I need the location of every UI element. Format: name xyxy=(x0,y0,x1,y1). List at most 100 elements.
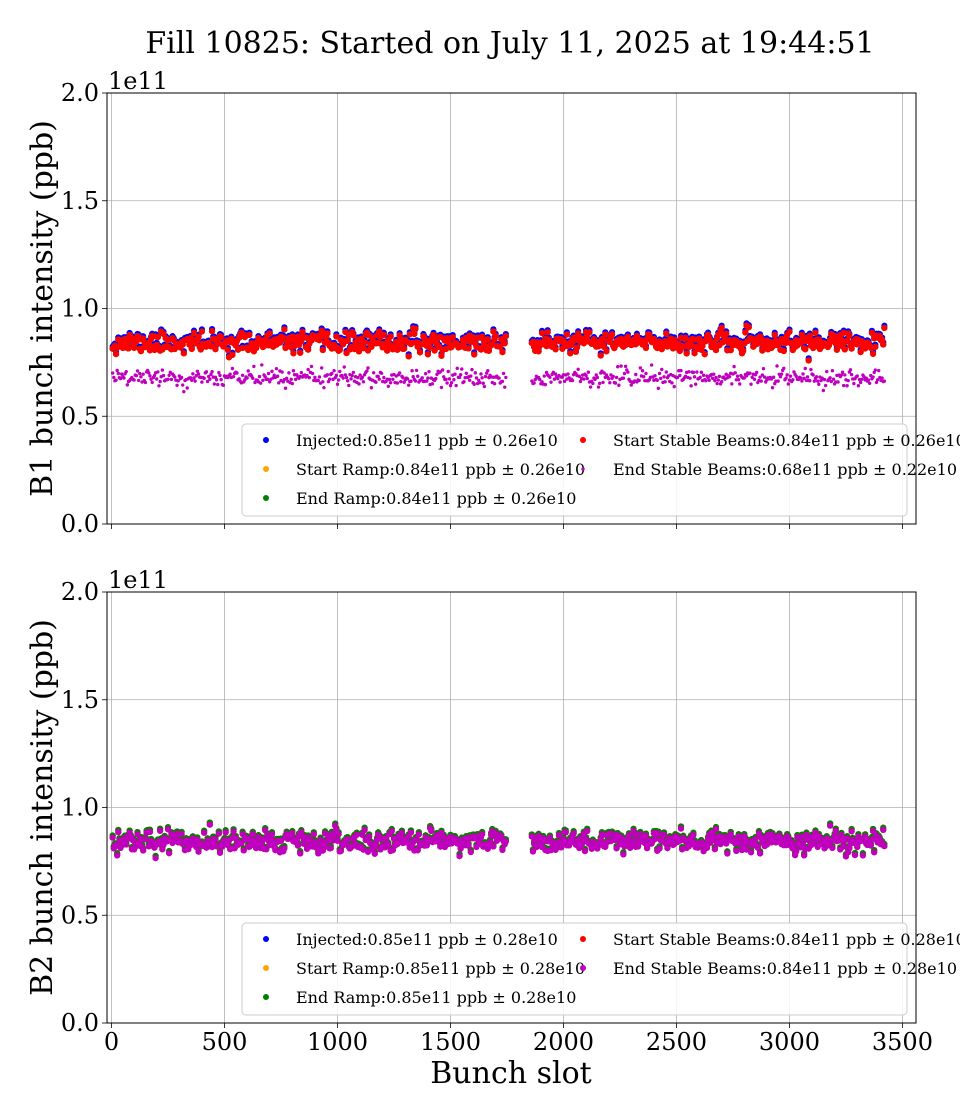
end-stable-point xyxy=(814,375,819,379)
start-stable-point xyxy=(266,330,273,337)
end-stable-point xyxy=(410,369,414,373)
end-stable-point xyxy=(732,364,736,369)
end-stable-point xyxy=(366,366,370,370)
end-stable-point xyxy=(730,382,734,386)
end-stable-point xyxy=(185,386,189,390)
start-stable-point xyxy=(412,325,419,332)
end-stable-point xyxy=(664,370,668,374)
end-stable-point xyxy=(688,376,692,380)
end-stable-point xyxy=(270,369,274,374)
end-stable-point xyxy=(849,372,854,377)
end-stable-point xyxy=(591,381,595,386)
end-stable-point xyxy=(310,371,315,376)
legend-marker xyxy=(581,467,585,471)
end-stable-point xyxy=(449,381,454,385)
x-tick-label: 1500 xyxy=(420,1028,481,1056)
end-stable-point xyxy=(405,377,410,381)
start-stable-point xyxy=(405,353,412,360)
start-stable-point xyxy=(740,347,747,354)
end-stable-point xyxy=(803,366,807,371)
end-stable-point xyxy=(388,381,393,385)
end-stable-point xyxy=(332,368,336,373)
end-stable-point xyxy=(867,381,872,386)
end-stable-point xyxy=(791,378,795,382)
end-stable-point xyxy=(458,373,463,377)
end-stable-point xyxy=(469,374,473,378)
end-stable-point xyxy=(116,371,121,376)
start-stable-point xyxy=(361,339,368,346)
end-stable-point xyxy=(221,383,226,387)
end-stable-point xyxy=(155,377,159,381)
end-stable-point xyxy=(344,375,349,380)
end-stable-point xyxy=(257,374,262,379)
end-stable-point xyxy=(156,370,160,374)
end-stable-point xyxy=(614,375,619,380)
end-stable-point xyxy=(717,374,722,379)
start-stable-point xyxy=(280,334,287,341)
end-stable-point xyxy=(692,375,697,379)
start-stable-point xyxy=(131,344,138,351)
legend-entry: End Ramp:0.84e11 ppb ± 0.26e10 xyxy=(296,489,576,508)
end-stable-point xyxy=(701,373,706,377)
end-stable-point xyxy=(382,375,386,380)
start-stable-point xyxy=(188,345,195,353)
end-stable-point xyxy=(377,377,381,381)
start-stable-point xyxy=(642,344,650,352)
end-stable-point xyxy=(379,371,384,375)
end-stable-point xyxy=(430,382,435,386)
end-stable-point xyxy=(200,380,204,384)
end-stable-point xyxy=(125,383,130,387)
end-stable-point xyxy=(840,370,845,374)
start-stable-point xyxy=(683,350,690,357)
start-stable-point xyxy=(718,324,725,331)
end-stable-point xyxy=(357,382,361,386)
end-stable-point xyxy=(858,380,863,385)
start-stable-point xyxy=(535,348,542,355)
y-tick-label: 0.0 xyxy=(61,1009,99,1037)
end-stable-point xyxy=(251,376,255,380)
end-stable-point xyxy=(653,374,657,378)
end-stable-point xyxy=(338,369,342,374)
end-stable-point xyxy=(578,379,583,384)
end-stable-point xyxy=(830,369,835,373)
end-stable-point xyxy=(110,371,115,375)
end-stable-point xyxy=(122,376,126,380)
end-stable-point xyxy=(670,381,674,385)
end-stable-point xyxy=(821,388,826,393)
start-stable-point xyxy=(597,352,604,359)
end-stable-point xyxy=(775,364,779,368)
start-stable-point xyxy=(319,346,326,354)
end-stable-point xyxy=(613,381,618,385)
end-stable-point xyxy=(347,383,351,388)
start-stable-point xyxy=(771,331,778,339)
end-stable-point xyxy=(831,377,836,381)
end-stable-point xyxy=(606,377,611,381)
end-stable-point xyxy=(882,379,887,383)
end-stable-point xyxy=(423,371,428,376)
end-stable-point xyxy=(260,363,264,367)
end-stable-point xyxy=(287,371,291,375)
start-stable-point xyxy=(872,343,879,350)
end-stable-point xyxy=(157,384,161,388)
end-stable-point xyxy=(782,366,786,370)
end-stable-point xyxy=(828,376,832,380)
end-stable-point xyxy=(306,367,310,372)
end-stable-point xyxy=(316,378,320,383)
end-stable-point xyxy=(658,376,663,381)
end-stable-point xyxy=(873,368,878,372)
y-offset-label: 1e11 xyxy=(108,566,168,594)
end-stable-point xyxy=(816,379,820,383)
start-stable-point xyxy=(344,337,351,344)
legend-entry: Injected:0.85e11 ppb ± 0.26e10 xyxy=(296,431,558,450)
end-stable-point xyxy=(548,375,552,379)
end-stable-point xyxy=(839,373,844,377)
end-stable-point xyxy=(371,371,376,375)
start-stable-point xyxy=(380,331,387,338)
end-stable-point xyxy=(136,378,141,383)
end-stable-point xyxy=(662,375,666,379)
end-stable-point xyxy=(784,376,788,380)
end-stable-point xyxy=(805,375,810,379)
end-stable-point xyxy=(749,382,753,386)
start-stable-point xyxy=(484,336,491,343)
